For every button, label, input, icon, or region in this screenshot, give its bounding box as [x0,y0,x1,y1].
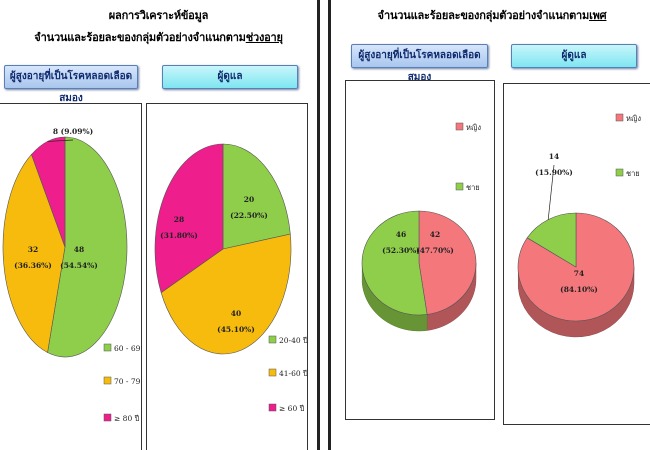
legend-swatch [455,122,464,131]
legend-swatch [268,335,277,344]
subtitle-emphasis: ช่วงอายุ [245,31,283,44]
data-label-count: 42 [430,230,440,239]
group-header-caregivers-age: ผู้ดูแล [162,65,298,89]
group-header-caregivers-gender: ผู้ดูแล [511,44,637,68]
slide-age: ผลการวิเคราะห์ข้อมูล จำนวนและร้อยละของกล… [0,0,320,450]
data-label-count: 48 [74,245,84,254]
data-label-count: 14 [549,152,559,161]
legend-label: ชาย [626,169,640,178]
group-header-patients-age: ผู้สูงอายุที่เป็นโรคหลอดเลือดสมอง [4,65,138,104]
chart-panel-patients-age: 48 (54.54%) 32 (36.36%) 8 (9.09%) 60 - 69 ปี 7… [0,103,142,450]
data-label-percent: (54.54%) [60,261,98,270]
data-label-percent: (15.90%) [535,168,573,177]
data-label-percent: (36.36%) [14,261,52,270]
label-leader-line [47,139,74,142]
legend-swatch [268,403,277,412]
chart-panel-caregivers-gender: 74 (84.10%) 14 (15.90%) หญิงชาย [503,83,650,425]
data-label-count: 28 [174,215,184,224]
pie-slice [418,210,477,315]
legend-label: ≥ 60 ปี [279,404,305,413]
subtitle-text: จำนวนและร้อยละของกลุ่มตัวอย่างจำแนกตาม [34,31,246,44]
title-emphasis: เพศ [589,9,607,22]
legend-swatch [103,376,112,385]
chart-panel-caregivers-age: 20 (22.50%) 40 (45.10%) 28 (31.80%) 20-40 ปี 41… [146,103,308,450]
data-label-count: 32 [28,245,38,254]
data-label-count: 74 [574,269,584,278]
legend-swatch [455,182,464,191]
data-label-percent: (47.70%) [416,246,454,255]
group-header-patients-gender: ผู้สูงอายุที่เป็นโรคหลอดเลือดสมอง [351,44,488,83]
pie-slice [47,136,128,358]
legend-swatch [268,368,277,377]
legend-label: หญิง [626,114,641,123]
slide-gender: จำนวนและร้อยละของกลุ่มตัวอย่างจำแนกตามเพ… [328,0,650,450]
pie-chart-patients-age: 48 (54.54%) 32 (36.36%) 8 (9.09%) 60 - 69 ปี 7… [2,127,141,423]
data-label-count: 46 [396,230,406,239]
data-label-percent: (45.10%) [217,325,255,334]
slide-gap [320,0,328,450]
chart-panel-patients-gender: 42 (47.70%) 46 (52.30%) หญิงชาย [345,80,495,420]
legend-label: ≥ 80 ปี [114,414,140,423]
pie-slice [222,143,291,250]
data-label-percent: (22.50%) [230,211,268,220]
legend-swatch [103,343,112,352]
data-label-percent: (84.10%) [560,285,598,294]
legend-label: 70 - 79 ปี [114,377,141,386]
pie-chart-caregivers-age: 20 (22.50%) 40 (45.10%) 28 (31.80%) 20-40 ปี 41… [154,143,307,413]
pie-slice [361,210,428,316]
legend-label: หญิง [466,123,481,132]
data-label-count: 20 [244,195,254,204]
slide-title-gender: จำนวนและร้อยละของกลุ่มตัวอย่างจำแนกตามเพ… [331,6,650,24]
legend-swatch [103,413,112,422]
slide-title: ผลการวิเคราะห์ข้อมูล [108,9,209,22]
data-label-count: 40 [231,309,241,318]
data-label-percent: (52.30%) [382,246,420,255]
pie-slice [2,153,66,354]
legend-swatch [615,168,624,177]
legend-label: 20-40 ปี [279,336,307,345]
title-text: จำนวนและร้อยละของกลุ่มตัวอย่างจำแนกตาม [377,9,590,22]
pie-slice [160,233,292,355]
label-leader-line [547,164,555,220]
legend-label: ชาย [466,183,480,192]
legend-label: 41-60 ปี [279,369,307,378]
data-label-percent: (31.80%) [160,231,198,240]
legend-label: 60 - 69 ปี [114,344,141,353]
legend-swatch [615,113,624,122]
slide-subtitle: จำนวนและร้อยละของกลุ่มตัวอย่างจำแนกตามช่… [0,28,317,46]
pie-slice [154,143,224,294]
data-label-count: 8 (9.09%) [53,127,93,136]
